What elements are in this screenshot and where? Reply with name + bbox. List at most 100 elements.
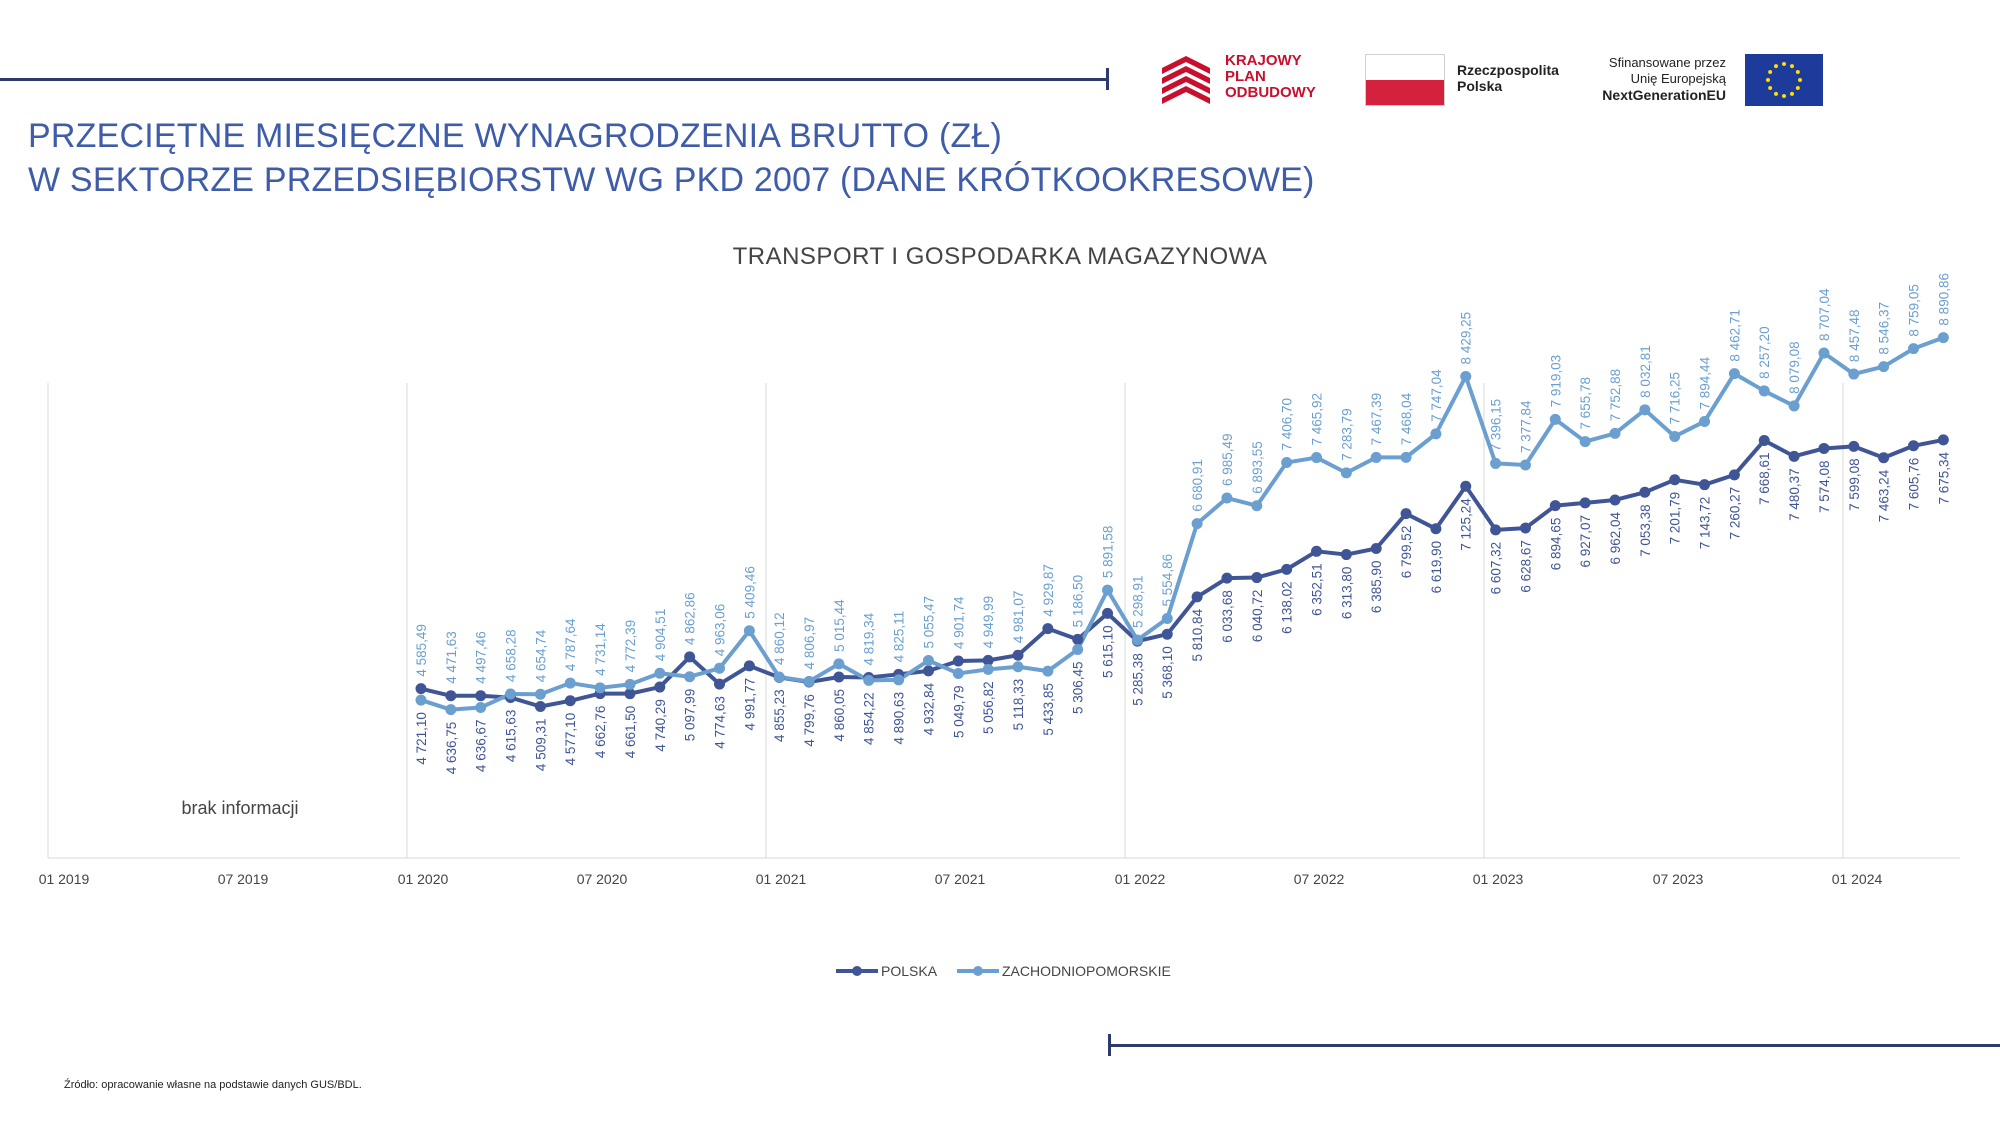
zachodniopomorskie-point bbox=[1042, 665, 1054, 677]
zachodniopomorskie-data-label: 7 377,84 bbox=[1518, 400, 1533, 453]
rp-line-2: Polska bbox=[1457, 78, 1503, 94]
polska-data-label: 7 605,76 bbox=[1907, 458, 1922, 511]
zachodniopomorskie-data-label: 4 825,11 bbox=[892, 611, 907, 663]
zachodniopomorskie-point bbox=[893, 674, 905, 686]
zachodniopomorskie-point bbox=[1908, 343, 1919, 355]
x-axis: 01 2019 07 2019 01 2020 07 2020 01 2021 07 20… bbox=[39, 871, 1883, 887]
zachodniopomorskie-point bbox=[1400, 451, 1412, 463]
page-title: PRZECIĘTNE MIESIĘCZNE WYNAGRODZENIA BRUT… bbox=[28, 114, 1315, 202]
zachodniopomorskie-point bbox=[564, 677, 576, 689]
zachodniopomorskie-data-label: 7 465,92 bbox=[1310, 393, 1325, 446]
zachodniopomorskie-point bbox=[1370, 451, 1382, 463]
polska-data-label: 4 774,63 bbox=[713, 696, 728, 749]
polska-data-label: 6 040,72 bbox=[1250, 590, 1265, 643]
polska-data-label: 4 890,63 bbox=[892, 692, 907, 745]
zachodniopomorskie-point bbox=[1788, 400, 1800, 412]
zachodniopomorskie-data-label: 5 015,44 bbox=[832, 599, 847, 652]
zachodniopomorskie-data-label: 4 862,86 bbox=[683, 592, 698, 645]
zachodniopomorskie-data-label: 5 298,91 bbox=[1130, 575, 1145, 628]
eu-logo-text: Sfinansowane przez Unię Europejską NextG… bbox=[1580, 55, 1726, 104]
polska-data-label: 5 049,79 bbox=[951, 685, 966, 738]
polska-data-label: 6 033,68 bbox=[1220, 590, 1235, 643]
polska-data-label: 4 661,50 bbox=[623, 706, 638, 759]
x-tick-label: 07 2019 bbox=[218, 871, 269, 887]
legend: POLSKA ZACHODNIOPOMORSKIE bbox=[836, 963, 1171, 979]
zachodniopomorskie-data-label: 4 654,74 bbox=[533, 629, 548, 682]
zachodniopomorskie-data-label: 5 186,50 bbox=[1071, 575, 1086, 628]
polska-point bbox=[624, 688, 636, 700]
polska-data-label: 4 860,05 bbox=[832, 689, 847, 742]
polska-data-label: 6 619,90 bbox=[1429, 541, 1444, 594]
polska-point bbox=[1072, 633, 1084, 645]
legend-marker bbox=[973, 966, 983, 976]
polska-point bbox=[1519, 522, 1531, 534]
chart-grid bbox=[47, 383, 1960, 859]
polska-point bbox=[475, 690, 487, 702]
zachodniopomorskie-data-label: 8 457,48 bbox=[1847, 309, 1862, 362]
polska-data-label: 5 306,45 bbox=[1071, 661, 1086, 714]
polska-data-label: 7 125,24 bbox=[1459, 498, 1474, 551]
polska-point bbox=[1639, 486, 1651, 498]
polska-point bbox=[1161, 628, 1173, 640]
polska-point bbox=[1012, 649, 1024, 661]
kpo-line-1: KRAJOWY bbox=[1225, 52, 1302, 69]
zachodniopomorskie-data-label: 5 891,58 bbox=[1101, 526, 1116, 579]
series-lines bbox=[420, 335, 1945, 712]
polska-point bbox=[1878, 452, 1890, 464]
x-tick-label: 07 2021 bbox=[935, 871, 986, 887]
zachodniopomorskie-point bbox=[743, 625, 755, 637]
title-line-2: W SEKTORZE PRZEDSIĘBIORSTW WG PKD 2007 (… bbox=[28, 161, 1315, 199]
polska-point bbox=[1669, 474, 1681, 486]
polska-point bbox=[1370, 542, 1382, 554]
zachodniopomorskie-point bbox=[1102, 584, 1114, 596]
polska-data-label: 6 927,07 bbox=[1578, 515, 1593, 568]
polska-data-label: 6 799,52 bbox=[1399, 526, 1414, 579]
polska-data-label: 5 118,33 bbox=[1011, 679, 1026, 731]
polska-data-label: 5 097,99 bbox=[683, 689, 698, 742]
polska-data-label: 4 509,31 bbox=[533, 718, 548, 771]
x-tick-label: 07 2023 bbox=[1653, 871, 1704, 887]
legend-label: POLSKA bbox=[881, 963, 938, 979]
zachodniopomorskie-point bbox=[714, 662, 725, 674]
polska-point bbox=[1758, 434, 1770, 446]
polska-point bbox=[1579, 497, 1591, 509]
polska-point bbox=[684, 651, 696, 663]
polska-data-label: 7 668,61 bbox=[1757, 452, 1772, 505]
eu-line-3: NextGenerationEU bbox=[1602, 87, 1726, 103]
polska-point bbox=[1549, 500, 1561, 512]
zachodniopomorskie-point bbox=[624, 678, 636, 690]
zachodniopomorskie-point bbox=[1669, 430, 1681, 442]
zachodniopomorskie-data-label: 4 904,51 bbox=[653, 609, 668, 662]
zachodniopomorskie-point bbox=[1012, 661, 1024, 673]
x-tick-label: 07 2022 bbox=[1294, 871, 1345, 887]
polska-point bbox=[1311, 545, 1322, 557]
zachodniopomorskie-data-label: 7 747,04 bbox=[1429, 369, 1444, 422]
zachodniopomorskie-data-label: 5 554,86 bbox=[1160, 554, 1175, 607]
eu-flag-icon bbox=[1745, 54, 1823, 106]
zachodniopomorskie-data-label: 8 032,81 bbox=[1638, 345, 1653, 398]
zachodniopomorskie-data-label: 5 055,47 bbox=[921, 596, 936, 649]
polska-point bbox=[534, 700, 546, 712]
polska-data-label: 7 480,37 bbox=[1787, 468, 1802, 521]
rp-line-1: Rzeczpospolita bbox=[1457, 62, 1559, 78]
zachodniopomorskie-data-label: 8 759,05 bbox=[1907, 284, 1922, 337]
x-tick-label: 07 2020 bbox=[577, 871, 628, 887]
polska-point bbox=[1609, 494, 1621, 506]
zachodniopomorskie-data-label: 7 406,70 bbox=[1280, 398, 1295, 451]
polska-data-label: 5 615,10 bbox=[1101, 625, 1116, 678]
zachodniopomorskie-data-label: 8 429,25 bbox=[1459, 312, 1474, 365]
polska-point bbox=[1728, 469, 1740, 481]
zachodniopomorskie-data-label: 8 462,71 bbox=[1727, 309, 1742, 362]
polska-data-label: 4 854,22 bbox=[862, 692, 877, 745]
polska-data-label: 6 894,65 bbox=[1548, 518, 1563, 571]
zachodniopomorskie-data-label: 4 658,28 bbox=[504, 629, 519, 682]
data-labels: 4 721,10 4 636,75 4 636,67 4 615,63 4 509,31… bbox=[414, 273, 1951, 774]
zachodniopomorskie-data-label: 8 257,20 bbox=[1757, 326, 1772, 379]
zachodniopomorskie-point bbox=[505, 688, 517, 700]
polska-data-label: 4 636,67 bbox=[474, 719, 489, 772]
zachodniopomorskie-point bbox=[1191, 518, 1203, 530]
polska-data-label: 5 285,38 bbox=[1130, 653, 1145, 706]
polska-data-label: 7 053,38 bbox=[1638, 504, 1653, 557]
polska-data-label: 4 932,84 bbox=[921, 682, 936, 735]
polska-data-label: 5 810,84 bbox=[1190, 608, 1205, 661]
